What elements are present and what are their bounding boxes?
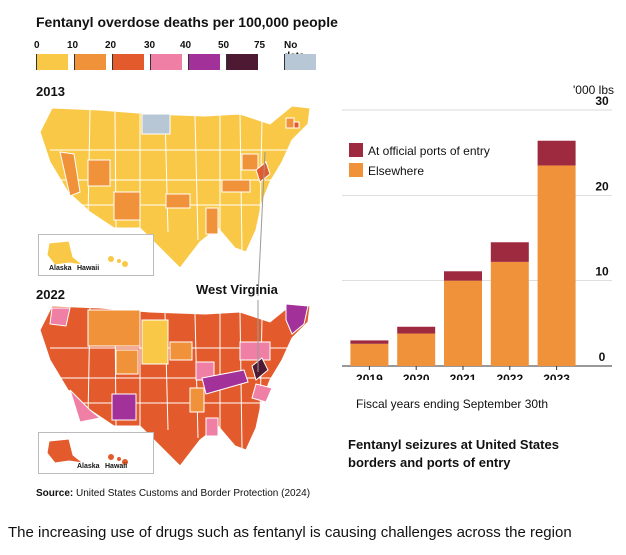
figure-caption: The increasing use of drugs such as fent… — [8, 524, 572, 541]
source-text: United States Customs and Border Protect… — [76, 488, 311, 499]
hawaii-label: Hawaii — [105, 463, 128, 470]
bar-segment — [397, 326, 436, 334]
west-virginia-label: West Virginia — [196, 282, 278, 297]
x-tick-label: 2022 — [496, 372, 523, 380]
hawaii-shape — [108, 454, 128, 465]
legend-tick: 40 — [180, 40, 192, 51]
alaska-hawaii-inset: Alaska Hawaii — [38, 234, 154, 276]
chart-title: Fentanyl seizures at United States borde… — [348, 437, 559, 470]
legend-swatch — [74, 54, 106, 70]
alaska-label: Alaska — [49, 265, 72, 272]
map-legend-ticks: 0 10 20 30 40 50 75 No data — [20, 40, 320, 62]
us-mainland-shape — [39, 105, 311, 269]
alaska-shape — [46, 438, 85, 464]
alaska-shape — [46, 240, 85, 266]
legend-tick: 50 — [218, 40, 230, 51]
legend-swatch — [349, 163, 363, 177]
bar-segment — [397, 333, 436, 366]
bar-segment — [444, 280, 482, 366]
y-axis-unit-label: '000 lbs — [573, 83, 614, 97]
x-tick-label: 2020 — [403, 372, 430, 380]
legend-tick: 0 — [34, 40, 40, 51]
legend-swatch — [36, 54, 68, 70]
bar-segment — [537, 140, 576, 166]
legend-label: Elsewhere — [368, 164, 424, 178]
legend-swatch — [349, 143, 363, 157]
hawaii-label: Hawaii — [77, 265, 100, 272]
bar-segment — [444, 271, 482, 281]
legend-tick: 10 — [67, 40, 79, 51]
alaska-label: Alaska — [77, 463, 100, 470]
map-title: Fentanyl overdose deaths per 100,000 peo… — [36, 14, 338, 30]
source-note: Source: United States Customs and Border… — [36, 488, 310, 499]
legend-swatch — [188, 54, 220, 70]
y-tick-label: 0 — [599, 350, 606, 364]
x-tick-label: 2023 — [543, 372, 570, 380]
legend-tick: 30 — [144, 40, 156, 51]
map-year-label: 2022 — [36, 287, 65, 302]
bar-segment — [537, 165, 576, 366]
bar-segment — [490, 242, 529, 262]
legend-swatch — [226, 54, 258, 70]
bar-segment — [490, 261, 529, 366]
bar-segment — [350, 343, 389, 366]
y-tick-label: 10 — [595, 265, 609, 279]
legend-swatch — [112, 54, 144, 70]
y-tick-label: 20 — [595, 179, 609, 193]
us-map-2022: Alaska Hawaii — [30, 298, 330, 478]
x-tick-label: 2019 — [356, 372, 383, 380]
y-tick-label: 30 — [595, 94, 609, 108]
fentanyl-seizures-chart: '000 lbs 0 10 20 30 2019 2020 2021 2022 2023 At of… — [342, 83, 614, 380]
legend-swatch — [284, 54, 316, 70]
x-tick-label: 2021 — [450, 372, 477, 380]
alaska-hawaii-inset: Alaska Hawaii — [38, 432, 154, 474]
legend-label: At official ports of entry — [368, 144, 490, 158]
map-year-label: 2013 — [36, 84, 65, 99]
legend-swatch — [150, 54, 182, 70]
bar-segment — [350, 340, 389, 344]
source-label: Source: — [36, 488, 74, 499]
legend-tick: 20 — [105, 40, 117, 51]
legend-tick: 75 — [254, 40, 266, 51]
us-map-2013: Alaska Hawaii — [30, 100, 330, 280]
chart-x-axis-label: Fiscal years ending September 30th — [356, 397, 549, 411]
map-legend-swatches — [36, 54, 326, 72]
hawaii-shape — [108, 256, 128, 267]
